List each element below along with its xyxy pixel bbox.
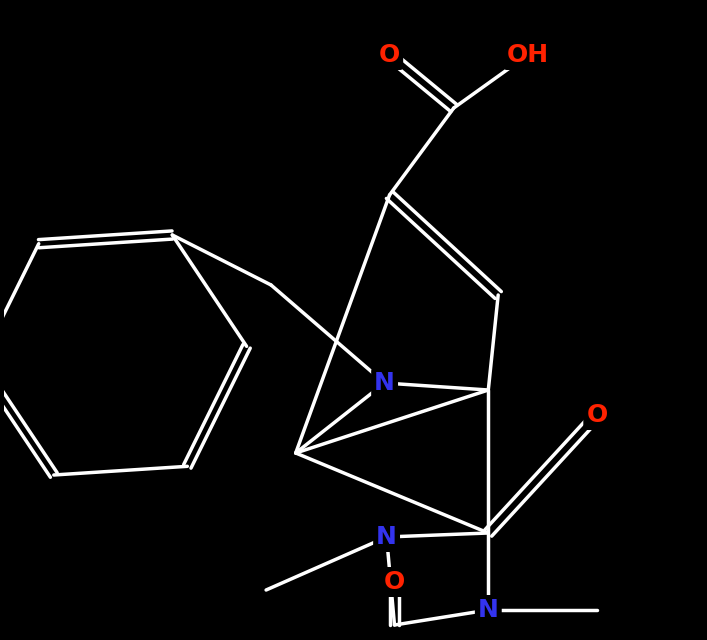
Text: OH: OH xyxy=(507,43,549,67)
Text: O: O xyxy=(379,43,400,67)
Text: N: N xyxy=(374,371,395,395)
Text: O: O xyxy=(586,403,607,427)
Text: O: O xyxy=(384,570,405,594)
Text: N: N xyxy=(376,525,397,549)
Text: N: N xyxy=(478,598,498,622)
